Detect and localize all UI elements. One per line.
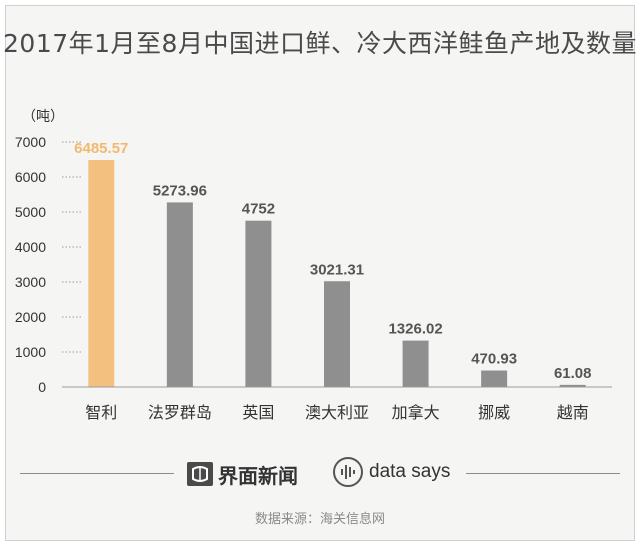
bar-加拿大 [402, 340, 429, 387]
x-tick-label: 法罗群岛 [148, 403, 212, 422]
y-axis-unit: （吨） [22, 109, 64, 125]
x-tick-label: 英国 [242, 403, 274, 422]
bar-value-label: 5273.96 [153, 182, 207, 199]
y-tick-label: 3000 [15, 274, 46, 290]
footer-divider-right [466, 473, 620, 474]
y-axis: 0 1000 2000 3000 4000 5000 6000 7000 [15, 134, 82, 395]
bar-value-label: 6485.57 [74, 140, 128, 157]
y-tick-label: 6000 [15, 169, 46, 185]
bar-value-label: 470.93 [471, 351, 517, 368]
chart-title: 2017年1月至8月中国进口鲜、冷大西洋鲑鱼产地及数量 [3, 29, 637, 58]
bar-法罗群岛 [166, 202, 193, 387]
y-tick-label: 1000 [15, 344, 46, 360]
bar-value-label: 61.08 [554, 365, 592, 382]
bar-value-label: 1326.02 [388, 321, 442, 338]
y-tick-label: 4000 [15, 239, 46, 255]
bar-series: 6485.57 5273.96 4752 3021.31 1326.02 470.93 61… [74, 140, 591, 387]
x-tick-label: 智利 [85, 403, 117, 422]
bar-value-label: 4752 [242, 201, 275, 218]
y-tick-label: 5000 [15, 204, 46, 220]
x-axis: 智利 法罗群岛 英国 澳大利亚 加拿大 挪威 越南 [85, 403, 588, 422]
bar-value-label: 3021.31 [310, 261, 364, 278]
data-says-logo-icon [333, 457, 363, 487]
bar-英国 [245, 220, 272, 387]
bar-挪威 [481, 370, 508, 387]
jiemian-logo-icon [187, 462, 213, 486]
footer-divider-left [20, 473, 174, 474]
x-tick-label: 加拿大 [392, 403, 440, 422]
data-source: 数据来源：海关信息网 [254, 512, 385, 527]
x-tick-label: 挪威 [478, 403, 510, 422]
brand-name-en: data says [369, 461, 451, 482]
bar-越南 [559, 384, 586, 387]
y-tick-label: 0 [38, 379, 46, 395]
x-tick-label: 澳大利亚 [305, 403, 369, 422]
y-tick-label: 7000 [15, 134, 46, 150]
y-tick-label: 2000 [15, 309, 46, 325]
bar-澳大利亚 [324, 281, 350, 387]
bar-智利 [88, 160, 115, 387]
brand-name-cn: 界面新闻 [218, 464, 298, 488]
x-tick-label: 越南 [557, 403, 589, 422]
